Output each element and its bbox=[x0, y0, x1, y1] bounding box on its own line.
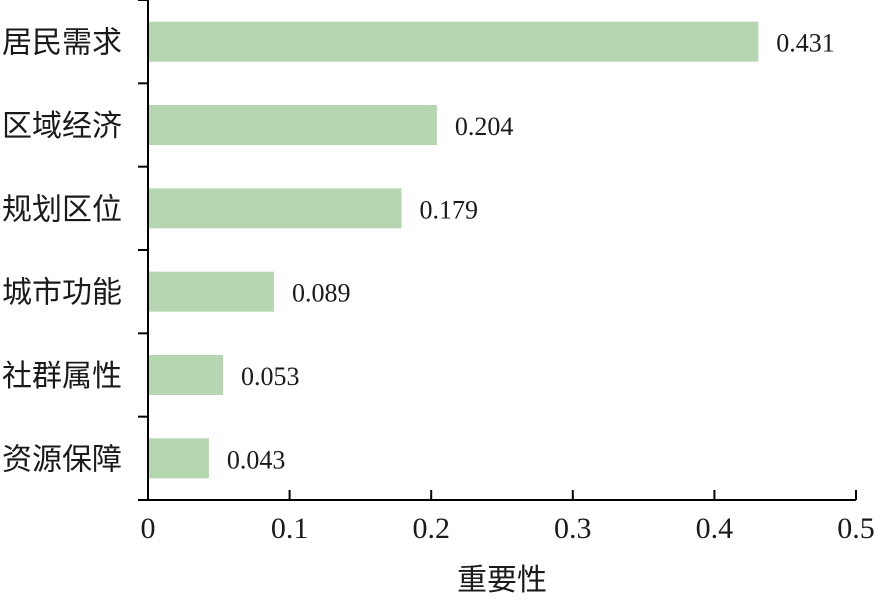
category-label: 规划区位 bbox=[2, 192, 122, 227]
bar bbox=[148, 271, 275, 312]
category-label: 资源保障 bbox=[2, 442, 122, 477]
x-tick-label: 0.2 bbox=[412, 512, 450, 545]
value-label: 0.043 bbox=[227, 445, 286, 474]
y-axis-ticks bbox=[138, 0, 148, 501]
bar bbox=[148, 355, 224, 395]
bar bbox=[148, 438, 209, 479]
value-labels: 0.431 0.204 0.179 0.089 0.053 0.043 bbox=[227, 29, 835, 475]
x-axis-ticks bbox=[147, 490, 857, 500]
value-label: 0.431 bbox=[776, 29, 835, 58]
x-tick-label: 0 bbox=[141, 512, 156, 545]
x-tick-label: 0.1 bbox=[271, 512, 309, 545]
bar bbox=[148, 188, 402, 229]
value-label: 0.089 bbox=[292, 279, 351, 308]
category-label: 社群属性 bbox=[2, 359, 122, 394]
category-label: 居民需求 bbox=[2, 26, 122, 61]
value-label: 0.204 bbox=[455, 112, 514, 141]
value-label: 0.053 bbox=[241, 362, 300, 391]
bars-group bbox=[148, 21, 759, 479]
x-axis-title: 重要性 bbox=[457, 563, 547, 598]
category-label: 城市功能 bbox=[2, 276, 122, 311]
x-tick-label: 0.3 bbox=[554, 512, 592, 545]
value-label: 0.179 bbox=[419, 195, 478, 224]
x-tick-label: 0.5 bbox=[837, 512, 874, 545]
bar bbox=[148, 21, 759, 62]
x-tick-label: 0.4 bbox=[696, 512, 734, 545]
x-tick-labels: 0 0.1 0.2 0.3 0.4 0.5 bbox=[141, 512, 874, 545]
bar bbox=[148, 105, 437, 145]
category-label: 区域经济 bbox=[2, 109, 122, 144]
